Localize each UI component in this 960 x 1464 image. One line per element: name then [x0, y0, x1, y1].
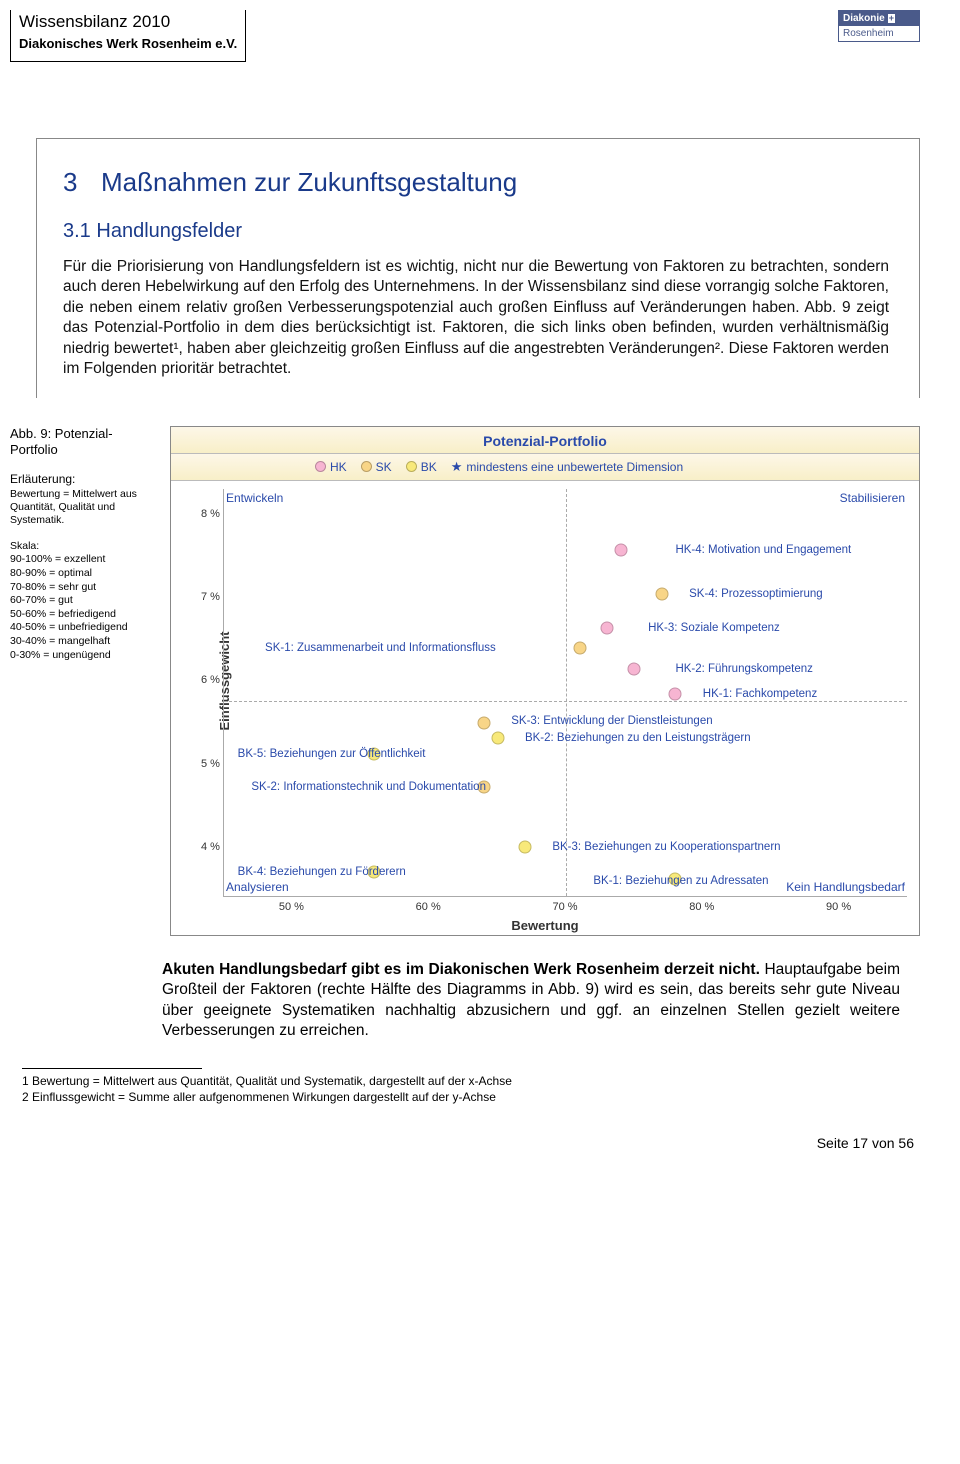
section-title: Maßnahmen zur Zukunftsgestaltung: [101, 167, 517, 197]
scale-block: Skala: 90-100% = exzellent80-90% = optim…: [10, 540, 160, 663]
scale-line: 90-100% = exzellent: [10, 553, 160, 567]
data-point: [477, 716, 490, 729]
star-icon: ★: [451, 459, 463, 475]
point-label: BK-3: Beziehungen zu Kooperationspartner…: [552, 841, 780, 853]
legend-dot-sk: [361, 461, 372, 472]
chart-title: Potenzial-Portfolio: [171, 427, 919, 454]
explanation-head: Erläuterung:: [10, 472, 160, 487]
logo-text-bottom: Rosenheim: [839, 26, 919, 41]
data-point: [601, 621, 614, 634]
explanation-body: Bewertung = Mittelwert aus Quantität, Qu…: [10, 488, 160, 527]
y-tick: 8 %: [201, 508, 220, 520]
data-point: [628, 663, 641, 676]
quadrant-label: Kein Handlungsbedarf: [786, 880, 905, 894]
brand-logo: Diakonie+ Rosenheim: [838, 10, 920, 42]
point-label: HK-1: Fachkompetenz: [703, 688, 817, 700]
quadrant-label: Analysieren: [226, 880, 289, 894]
quadrant-label: Entwickeln: [226, 491, 283, 505]
quadrant-label: Stabilisieren: [840, 491, 905, 505]
subsection-heading: 3.1 Handlungsfelder: [63, 220, 889, 243]
body-paragraph: Für die Priorisierung von Handlungsfelde…: [63, 257, 889, 380]
footnote-1: 1 Bewertung = Mittelwert aus Quantität, …: [22, 1073, 920, 1089]
scale-line: 60-70% = gut: [10, 594, 160, 608]
x-tick: 80 %: [689, 901, 714, 913]
legend-star-text: mindestens eine unbewertete Dimension: [466, 460, 683, 474]
plus-icon: +: [888, 14, 895, 24]
y-tick: 6 %: [201, 674, 220, 686]
subsection-number: 3.1: [63, 220, 91, 242]
point-label: HK-4: Motivation und Engagement: [675, 544, 851, 556]
logo-text-top: Diakonie: [843, 13, 885, 24]
figure-caption: Abb. 9: Potenzial-Portfolio: [10, 426, 160, 459]
point-label: BK-4: Beziehungen zu Förderern: [238, 866, 406, 878]
x-tick: 50 %: [279, 901, 304, 913]
data-point: [655, 588, 668, 601]
x-axis-label: Bewertung: [511, 918, 578, 933]
point-label: BK-5: Beziehungen zur Öffentlichkeit: [238, 748, 426, 760]
legend-hk: HK: [330, 460, 347, 474]
footnote-rule: [22, 1068, 202, 1069]
y-tick: 7 %: [201, 591, 220, 603]
header-title: Wissensbilanz 2010: [19, 10, 237, 34]
point-label: HK-3: Soziale Kompetenz: [648, 622, 780, 634]
point-label: BK-2: Beziehungen zu den Leistungsträger…: [525, 732, 751, 744]
point-label: HK-2: Führungskompetenz: [675, 663, 812, 675]
legend-dot-bk: [406, 461, 417, 472]
subsection-title: Handlungsfelder: [96, 220, 242, 242]
scale-line: 70-80% = sehr gut: [10, 581, 160, 595]
scale-line: 80-90% = optimal: [10, 567, 160, 581]
page-header: Wissensbilanz 2010 Diakonisches Werk Ros…: [0, 0, 960, 68]
data-point: [491, 731, 504, 744]
legend-dot-hk: [315, 461, 326, 472]
data-point: [573, 641, 586, 654]
y-tick: 5 %: [201, 758, 220, 770]
section-heading: 3Maßnahmen zur Zukunftsgestaltung: [63, 167, 889, 198]
data-point: [614, 544, 627, 557]
closing-lead: Akuten Handlungsbedarf gibt es im Diakon…: [162, 961, 760, 978]
section-number: 3: [63, 167, 101, 198]
scale-head: Skala:: [10, 540, 160, 554]
section-frame: 3Maßnahmen zur Zukunftsgestaltung 3.1 Ha…: [36, 138, 920, 398]
page-number: Seite 17 von 56: [0, 1135, 914, 1151]
point-label: SK-3: Entwicklung der Dienstleistungen: [511, 715, 712, 727]
footnotes: 1 Bewertung = Mittelwert aus Quantität, …: [22, 1068, 920, 1105]
point-label: SK-1: Zusammenarbeit und Informationsflu…: [265, 642, 496, 654]
footnote-2: 2 Einflussgewicht = Summe aller aufgenom…: [22, 1089, 920, 1105]
potential-portfolio-chart: Potenzial-Portfolio HK SK BK ★mindestens…: [170, 426, 920, 936]
x-tick: 60 %: [416, 901, 441, 913]
chart-legend: HK SK BK ★mindestens eine unbewertete Di…: [171, 454, 919, 481]
data-point: [669, 688, 682, 701]
scale-line: 30-40% = mangelhaft: [10, 635, 160, 649]
legend-sk: SK: [376, 460, 392, 474]
scale-line: 0-30% = ungenügend: [10, 649, 160, 663]
scale-line: 50-60% = befriedigend: [10, 608, 160, 622]
x-tick: 70 %: [552, 901, 577, 913]
closing-paragraph: Akuten Handlungsbedarf gibt es im Diakon…: [162, 960, 900, 1042]
figure-sidebar: Abb. 9: Potenzial-Portfolio Erläuterung:…: [10, 426, 160, 936]
point-label: SK-2: Informationstechnik und Dokumentat…: [251, 781, 486, 793]
data-point: [518, 841, 531, 854]
y-tick: 4 %: [201, 841, 220, 853]
scale-line: 40-50% = unbefriedigend: [10, 621, 160, 635]
plot-area: Entwickeln Stabilisieren Analysieren Kein H…: [223, 489, 907, 897]
header-subtitle: Diakonisches Werk Rosenheim e.V.: [19, 34, 237, 57]
point-label: BK-1: Beziehungen zu Adressaten: [593, 875, 768, 887]
point-label: SK-4: Prozessoptimierung: [689, 588, 823, 600]
legend-bk: BK: [421, 460, 437, 474]
x-tick: 90 %: [826, 901, 851, 913]
